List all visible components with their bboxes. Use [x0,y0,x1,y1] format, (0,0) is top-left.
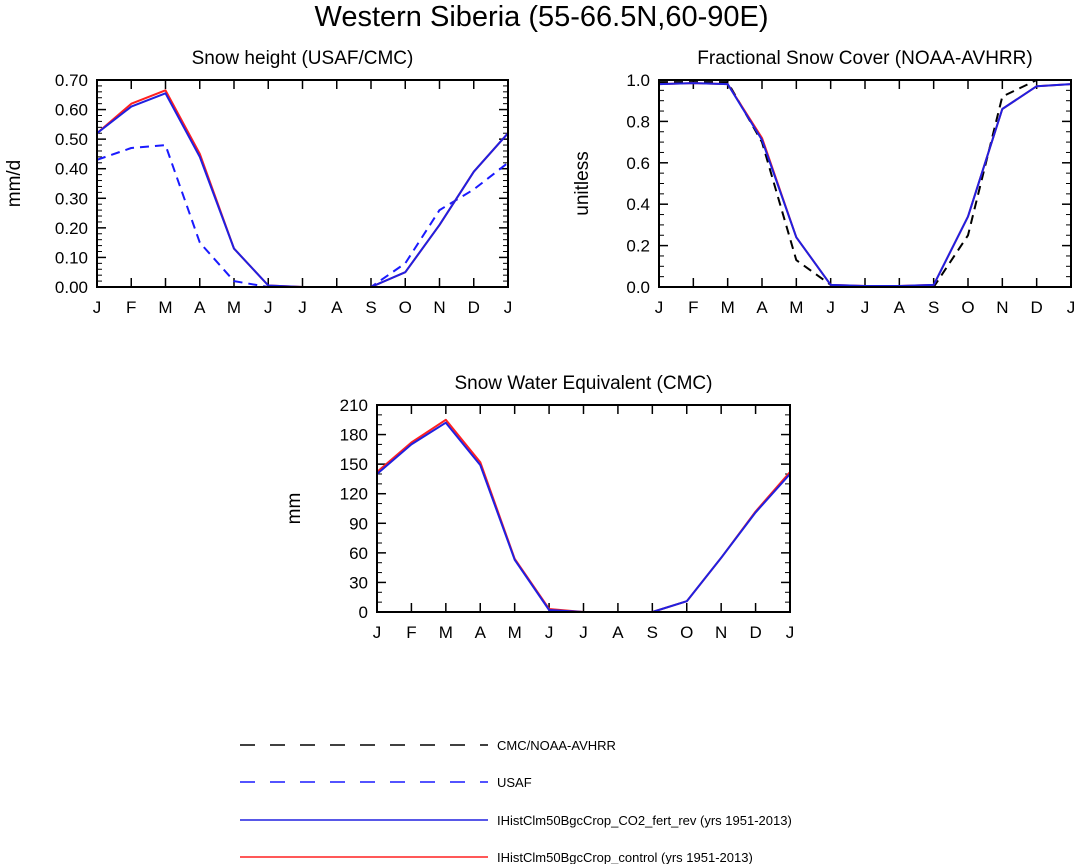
x-tick-label: A [475,623,487,642]
series-line [96,89,509,288]
x-tick-label: A [612,623,624,642]
y-tick-label: 0.0 [626,278,650,297]
x-tick-label: M [721,298,735,317]
x-tick-label: J [826,298,835,317]
x-tick-label: N [996,298,1008,317]
y-tick-label: 60 [349,544,368,563]
y-tick-label: 0.30 [55,189,88,208]
chart-title: Snow Water Equivalent (CMC) [455,373,713,394]
page-title: Western Siberia (55-66.5N,60-90E) [314,1,769,33]
x-tick-label: A [331,298,343,317]
x-tick-label: O [961,298,974,317]
y-tick-label: 0.8 [626,112,650,131]
y-tick-label: 0.40 [55,160,88,179]
x-tick-label: J [545,623,554,642]
x-tick-label: F [688,298,698,317]
y-tick-label: 210 [340,396,368,415]
x-tick-label: M [508,623,522,642]
y-tick-label: 0.10 [55,248,88,267]
x-tick-label: J [786,623,795,642]
x-tick-label: M [789,298,803,317]
x-tick-label: F [406,623,416,642]
y-tick-label: 0.2 [626,237,650,256]
y-tick-label: 0.60 [55,101,88,120]
y-axis-label: mm [284,493,305,525]
y-tick-label: 30 [349,573,368,592]
y-tick-label: 120 [340,485,368,504]
y-tick-label: 180 [340,426,368,445]
y-tick-label: 150 [340,455,368,474]
y-axis-label: unitless [572,151,593,215]
y-tick-label: 0.00 [55,278,88,297]
x-tick-label: O [399,298,412,317]
y-tick-label: 0.20 [55,219,88,238]
legend-label: IHistClm50BgcCrop_control (yrs 1951-2013… [497,850,753,864]
x-tick-label: M [158,298,172,317]
x-tick-label: F [126,298,136,317]
series-line [96,92,509,288]
x-tick-label: J [264,298,273,317]
y-tick-label: 0.4 [626,195,650,214]
x-tick-label: D [749,623,761,642]
x-tick-label: M [439,623,453,642]
chart-panel-3: Snow Water Equivalent (CMC) mm 0 30 60 90 120 1… [284,373,794,642]
x-tick-label: S [365,298,376,317]
x-tick-label: J [373,623,382,642]
x-tick-label: J [579,623,588,642]
series-line [376,418,791,613]
x-tick-label: D [1031,298,1043,317]
y-tick-label: 0.6 [626,154,650,173]
series-line [659,79,1071,288]
x-tick-label: A [194,298,206,317]
x-tick-label: J [504,298,513,317]
x-tick-label: D [468,298,480,317]
x-tick-label: J [861,298,870,317]
legend-label: USAF [497,775,532,790]
y-tick-label: 0 [359,603,368,622]
x-tick-label: S [928,298,939,317]
x-tick-label: S [647,623,658,642]
chart-title: Snow height (USAF/CMC) [192,48,414,69]
x-tick-label: J [298,298,307,317]
plot-frame [96,79,509,288]
series-line [96,144,509,288]
legend-label: CMC/NOAA-AVHRR [497,738,616,753]
series-line [658,82,1072,287]
x-tick-label: N [433,298,445,317]
x-tick-label: A [894,298,906,317]
x-tick-label: A [756,298,768,317]
x-tick-label: J [93,298,102,317]
series-line [376,421,791,613]
y-tick-label: 0.70 [55,71,88,90]
y-axis-label: mm/d [4,160,25,208]
chart-panel-2: Fractional Snow Cover (NOAA-AVHRR) unitle… [572,48,1075,317]
x-tick-label: N [715,623,727,642]
y-tick-label: 0.50 [55,130,88,149]
chart-title: Fractional Snow Cover (NOAA-AVHRR) [697,48,1032,69]
legend-label: IHistClm50BgcCrop_CO2_fert_rev (yrs 1951… [497,813,792,828]
chart-panel-1: Snow height (USAF/CMC) mm/d 0.00 0.10 0.20 0.… [4,48,512,317]
x-tick-label: M [227,298,241,317]
legend: CMC/NOAA-AVHRR USAF IHistClm50BgcCrop_CO2_… [240,738,792,864]
y-tick-label: 1.0 [626,71,650,90]
plot-frame [376,404,791,613]
x-tick-label: J [1067,298,1076,317]
y-tick-label: 90 [349,514,368,533]
plot-frame [658,79,1072,288]
x-tick-label: J [655,298,664,317]
series-line [658,82,1072,287]
x-tick-label: O [680,623,693,642]
